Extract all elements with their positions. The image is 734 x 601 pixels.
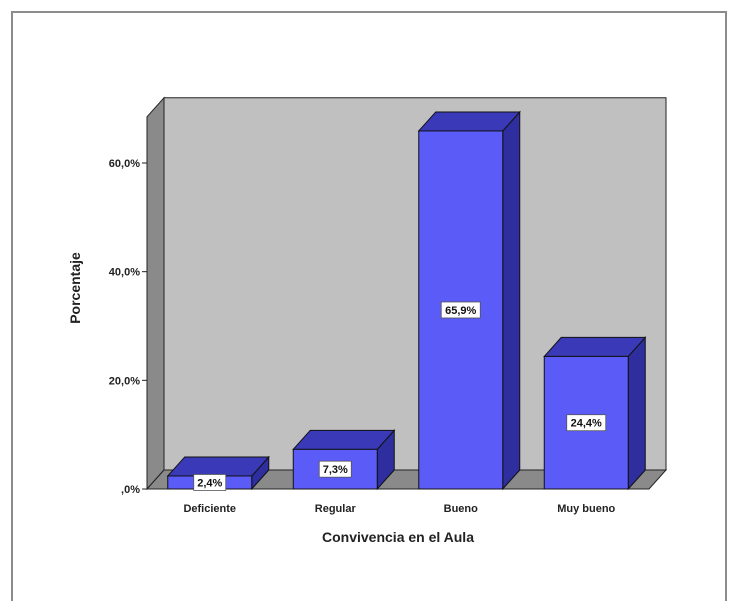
bar-side — [502, 110, 521, 491]
data-label-box — [193, 474, 227, 491]
bars: 2,4% 7,3% 65,9% 24,4% — [166, 110, 647, 491]
x-axis-categories: Deficiente Regular Bueno Muy bueno — [183, 503, 615, 515]
data-label-box — [440, 301, 481, 319]
data-label: 65,9% — [445, 305, 476, 317]
x-tick-label: Bueno — [444, 503, 479, 515]
bar-deficiente: 2,4% — [166, 455, 270, 491]
bar-side — [627, 336, 646, 491]
data-label: 7,3% — [323, 464, 348, 476]
y-axis-title: Porcentaje — [67, 252, 83, 324]
bar-top — [292, 429, 396, 450]
bar-top — [417, 111, 521, 132]
x-axis-title: Convivencia en el Aula — [322, 529, 474, 545]
bar-top — [543, 336, 647, 357]
y-tick-label: 60,0% — [109, 158, 140, 170]
y-tick-label: 40,0% — [109, 267, 140, 279]
bar-top — [166, 456, 270, 477]
y-tick-label: ,0% — [121, 484, 140, 496]
data-label-box — [318, 460, 352, 478]
bar-bueno: 65,9% — [417, 110, 521, 491]
x-tick-label: Deficiente — [183, 503, 236, 515]
x-tick-label: Muy bueno — [557, 503, 615, 515]
bar-regular: 7,3% — [292, 429, 396, 491]
side-wall — [146, 96, 165, 491]
x-tick-label: Regular — [315, 503, 357, 515]
chart-walls — [145, 96, 668, 491]
data-label: 24,4% — [571, 418, 602, 430]
y-tick-label: 20,0% — [109, 375, 140, 387]
bar-muy-bueno: 24,4% — [543, 336, 647, 491]
data-label: 2,4% — [197, 477, 222, 489]
y-axis-ticks: ,0% 20,0% 40,0% 60,0% — [109, 158, 147, 496]
data-label-box — [566, 414, 607, 432]
